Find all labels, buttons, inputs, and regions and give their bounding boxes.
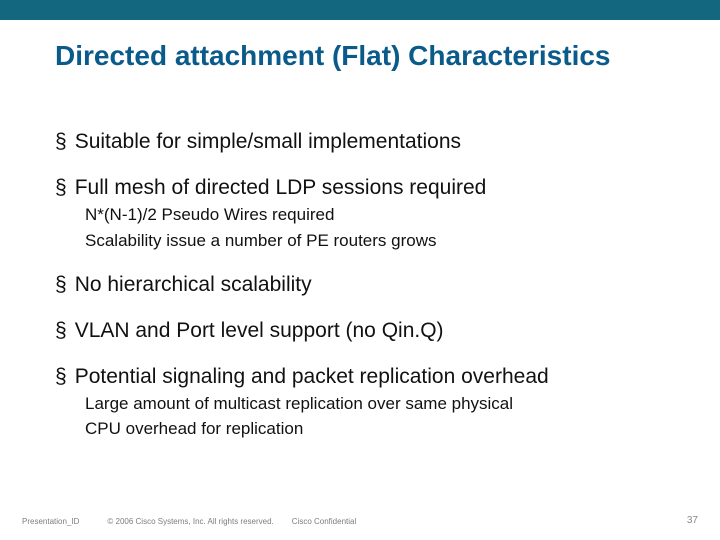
sub-bullet-text: N*(N-1)/2 Pseudo Wires required [85,205,334,224]
footer-presentation-id: Presentation_ID [22,517,79,526]
bullet-text: No hierarchical scalability [75,273,312,297]
sub-bullet-item: CPU overhead for replication [85,418,675,439]
bullet-text: Potential signaling and packet replicati… [75,365,549,389]
bullet-item: § Potential signaling and packet replicat… [55,365,675,389]
title-area: Directed attachment (Flat) Characteristi… [55,40,685,72]
body-area: § Suitable for simple/small implementatio… [55,130,675,440]
bullet-text: VLAN and Port level support (no Qin.Q) [75,319,444,343]
bullet-marker: § [55,176,67,199]
bullet-marker: § [55,319,67,342]
sub-bullet-text: Scalability issue a number of PE routers… [85,231,437,250]
sub-bullet-text: Large amount of multicast replication ov… [85,394,513,413]
bullet-item: § VLAN and Port level support (no Qin.Q) [55,319,675,343]
footer-confidential: Cisco Confidential [292,517,356,526]
footer-page-number: 37 [687,515,698,526]
slide-title: Directed attachment (Flat) Characteristi… [55,40,685,72]
bullet-item: § Suitable for simple/small implementatio… [55,130,675,154]
sub-bullet-item: Large amount of multicast replication ov… [85,393,675,414]
bullet-item: § Full mesh of directed LDP sessions requ… [55,176,675,200]
footer-copyright: © 2006 Cisco Systems, Inc. All rights re… [107,517,273,526]
sub-bullet-text: CPU overhead for replication [85,419,303,438]
bullet-text: Suitable for simple/small implementation… [75,130,461,154]
sub-bullet-item: N*(N-1)/2 Pseudo Wires required [85,204,675,225]
footer: Presentation_ID © 2006 Cisco Systems, In… [0,517,720,526]
top-accent-bar [0,0,720,20]
bullet-marker: § [55,273,67,296]
bullet-item: § No hierarchical scalability [55,273,675,297]
bullet-marker: § [55,365,67,388]
bullet-text: Full mesh of directed LDP sessions requi… [75,176,487,200]
sub-bullet-item: Scalability issue a number of PE routers… [85,230,675,251]
bullet-marker: § [55,130,67,153]
slide: Directed attachment (Flat) Characteristi… [0,0,720,540]
